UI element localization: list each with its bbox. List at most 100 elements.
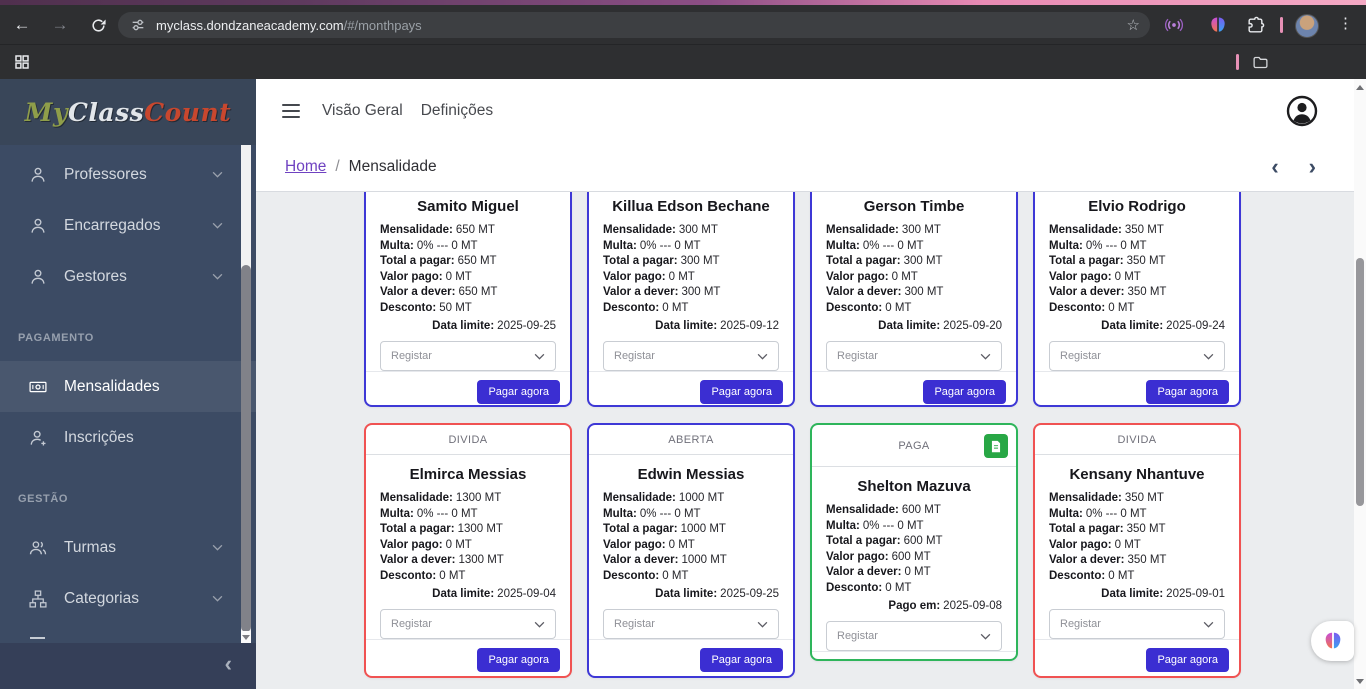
chevron-down-icon	[212, 595, 223, 602]
registar-select[interactable]: Registar	[826, 341, 1002, 371]
nav-link-visao-geral[interactable]: Visão Geral	[322, 102, 403, 119]
field-value: 0% --- 0 MT	[862, 519, 924, 532]
pagar-agora-button[interactable]: Pagar agora	[477, 648, 560, 672]
browser-toolbar: ← → myclass.dondzaneacademy.com/#/monthp…	[0, 5, 1366, 44]
sidebar-item-label: Gestores	[64, 267, 127, 285]
payment-card: Killua Edson Bechane Mensalidade: 300 MT …	[587, 192, 795, 407]
person-icon	[31, 218, 45, 233]
registar-select[interactable]: Registar	[603, 341, 779, 371]
breadcrumb: Home / Mensalidade ‹ ›	[256, 143, 1366, 192]
chevron-down-icon	[212, 273, 223, 280]
field-value: 0 MT	[891, 270, 918, 283]
pagar-agora-button[interactable]: Pagar agora	[700, 380, 783, 404]
top-navbar: Visão Geral Definições	[256, 79, 1366, 143]
bookmark-star-icon[interactable]: ☆	[1126, 17, 1140, 34]
sidebar-item-professores[interactable]: Professores	[0, 149, 256, 200]
site-settings-icon[interactable]	[130, 17, 146, 33]
sidebar-collapse-bar[interactable]: ‹	[0, 643, 256, 689]
field-value: 0% --- 0 MT	[416, 507, 478, 520]
select-placeholder: Registar	[837, 350, 878, 362]
field-value: 0% --- 0 MT	[639, 507, 701, 520]
extensions-puzzle-icon[interactable]	[1243, 13, 1267, 37]
pagar-agora-button[interactable]: Pagar agora	[1146, 380, 1229, 404]
field-value: 0 MT	[1114, 270, 1141, 283]
page-scroll-down-arrow[interactable]	[1354, 675, 1366, 687]
field-label: Total a pagar:	[603, 255, 678, 267]
field-label: Valor pago:	[603, 270, 666, 283]
app-logo[interactable]: My Class Count	[0, 79, 256, 145]
chevron-down-icon	[1203, 353, 1214, 360]
page-scrollbar-thumb[interactable]	[1356, 258, 1364, 506]
chevron-right-icon[interactable]: ›	[1308, 154, 1316, 179]
field-value: 0 MT	[1114, 538, 1141, 551]
page-scroll-up-arrow[interactable]	[1354, 81, 1366, 93]
broadcast-extension-icon[interactable]	[1162, 13, 1186, 37]
registar-select[interactable]: Registar	[1049, 341, 1225, 371]
field-label: Valor pago:	[826, 550, 889, 563]
card-status-header: DIVIDA	[366, 425, 570, 455]
field-value: 0 MT	[668, 538, 695, 551]
user-avatar-icon[interactable]	[1286, 95, 1318, 127]
card-footer	[812, 651, 1016, 659]
field-label: Desconto:	[1049, 301, 1106, 314]
sidebar-section-pagamento: PAGAMENTO	[18, 332, 94, 344]
apps-grid-icon[interactable]	[10, 50, 34, 74]
registar-select[interactable]: Registar	[380, 609, 556, 639]
sidebar-scroll-down-arrow[interactable]	[241, 631, 251, 643]
chevron-down-icon	[534, 353, 545, 360]
nav-link-definicoes[interactable]: Definições	[420, 102, 494, 119]
reload-icon[interactable]	[85, 12, 111, 38]
registar-select[interactable]: Registar	[826, 621, 1002, 651]
date-label: Pago em:	[888, 600, 941, 612]
brain-extension-icon[interactable]	[1206, 13, 1230, 37]
field-label: Valor pago:	[380, 270, 443, 283]
field-value: 50 MT	[439, 301, 472, 314]
field-value: 350 MT	[1127, 286, 1167, 298]
payment-card: ABERTA Edwin Messias Mensalidade: 1000 MT…	[587, 423, 795, 678]
sidebar-item-mensalidades[interactable]: Mensalidades	[0, 361, 256, 412]
field-label: Total a pagar:	[1049, 523, 1124, 535]
toolbar-separator	[1280, 17, 1283, 33]
sidebar-item-categorias[interactable]: Categorias	[0, 573, 256, 624]
field-value: 300 MT	[904, 286, 944, 298]
chevron-down-icon	[212, 171, 223, 178]
student-name: Elmirca Messias	[409, 466, 527, 483]
forward-icon[interactable]: →	[51, 15, 69, 34]
field-label: Desconto:	[826, 581, 883, 594]
hamburger-menu-icon[interactable]	[282, 100, 300, 122]
assistant-floating-button[interactable]	[1311, 621, 1354, 661]
registar-select[interactable]: Registar	[603, 609, 779, 639]
folder-icon	[1248, 50, 1272, 74]
sidebar-item-gestores[interactable]: Gestores	[0, 251, 256, 302]
chevron-left-icon[interactable]: ‹	[1271, 154, 1279, 179]
field-label: Valor a dever:	[826, 566, 902, 578]
sidebar-scrollbar-thumb[interactable]	[241, 265, 251, 632]
logo-part-count: Count	[144, 97, 232, 127]
field-value: 0 MT	[439, 569, 466, 582]
sidebar-item-encarregados[interactable]: Encarregados	[0, 200, 256, 251]
url-bar[interactable]: myclass.dondzaneacademy.com/#/monthpays …	[118, 12, 1150, 38]
logo-part-class: Class	[67, 97, 145, 127]
field-label: Valor a dever:	[603, 286, 679, 298]
field-value: 300 MT	[680, 255, 720, 267]
card-status-header: PAGA	[812, 425, 1016, 467]
receipt-icon-button[interactable]	[984, 434, 1008, 458]
pagar-agora-button[interactable]: Pagar agora	[1146, 648, 1229, 672]
breadcrumb-home-link[interactable]: Home	[285, 158, 327, 175]
sidebar-item-turmas[interactable]: Turmas	[0, 522, 256, 573]
registar-select[interactable]: Registar	[380, 341, 556, 371]
registar-select[interactable]: Registar	[1049, 609, 1225, 639]
field-value: 0 MT	[885, 581, 912, 594]
card-status-header: DIVIDA	[1035, 425, 1239, 455]
pagar-agora-button[interactable]: Pagar agora	[700, 648, 783, 672]
sidebar-item-inscricoes[interactable]: Inscrições	[0, 412, 256, 463]
field-label: Multa:	[826, 519, 860, 532]
field-value: 0% --- 0 MT	[1085, 507, 1147, 520]
browser-menu-icon[interactable]: ⋮	[1338, 15, 1353, 32]
pagar-agora-button[interactable]: Pagar agora	[477, 380, 560, 404]
pagar-agora-button[interactable]: Pagar agora	[923, 380, 1006, 404]
browser-profile-avatar[interactable]	[1295, 14, 1319, 38]
date-label: Data limite:	[432, 320, 495, 332]
field-label: Valor pago:	[1049, 538, 1112, 551]
back-icon[interactable]: ←	[13, 15, 31, 34]
